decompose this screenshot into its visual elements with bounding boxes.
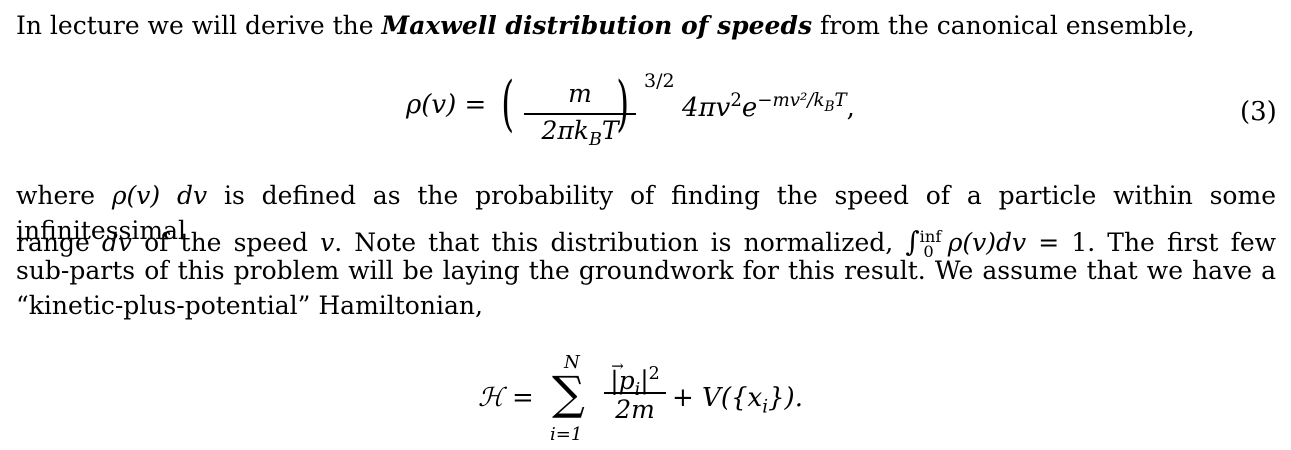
intro-paragraph: In lecture we will derive the Maxwell di… (16, 8, 1276, 43)
para2-line2: range dv of the speed v. Note that this … (16, 225, 1277, 261)
intro-text-after: from the canonical ensemble, (812, 11, 1195, 40)
intro-text-before: In lecture we will derive the (16, 11, 382, 40)
eq2-lhs: ℋ = (478, 383, 534, 413)
equation-number: (3) (1240, 97, 1277, 127)
eq1-rhs: 4πv2e−mv²/kBT, (682, 90, 855, 123)
summation-symbol: ∑ (552, 366, 585, 420)
maxwell-equation: ρ(v) = ( m 2πkBT ) 3/2 4πv2e−mv²/kBT, (406, 60, 966, 160)
eq2-rhs: + V({xi}). (672, 383, 803, 418)
sum-lower-limit: i=1 (550, 424, 583, 445)
maxwell-emphasis: Maxwell distribution of speeds (381, 11, 813, 40)
eq1-outer-exponent: 3/2 (644, 70, 675, 92)
eq1-right-paren: ) (616, 69, 630, 139)
eq1-left-paren: ( (501, 69, 515, 139)
eq2-denominator: 2m (615, 394, 655, 424)
eq1-fraction-bar (524, 113, 636, 115)
eq1-numerator: m (568, 79, 592, 108)
para2-line4: “kinetic-plus-potential” Hamiltonian, (16, 291, 483, 320)
eq1-denominator: 2πkBT (541, 115, 619, 150)
normalization-integral: ∫inf0 ρ(v)dv = 1 (905, 225, 1088, 261)
para2-line3: sub-parts of this problem will be laying… (16, 256, 1276, 285)
eq2-numerator: |pi|2 (604, 350, 666, 400)
eq2-fraction-bar (604, 392, 666, 394)
eq1-lhs: ρ(v) = (406, 90, 487, 120)
para2-line1: where ρ(v) dv is defined as the probabil… (16, 181, 1276, 245)
eq1-fraction: m 2πkBT (524, 78, 636, 150)
sum-upper-limit: N (564, 352, 580, 373)
rho-dv: ρ(v) dv (111, 181, 208, 210)
hamiltonian-equation: ℋ = N ∑ i=1 |pi|2 2m + V({xi}). (478, 350, 858, 450)
eq2-fraction: |pi|2 2m (604, 350, 666, 426)
